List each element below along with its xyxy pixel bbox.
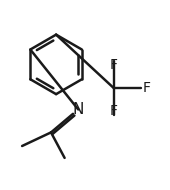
Text: F: F — [110, 58, 118, 72]
Text: F: F — [110, 104, 118, 118]
Text: N: N — [73, 102, 84, 117]
Text: F: F — [142, 81, 151, 95]
